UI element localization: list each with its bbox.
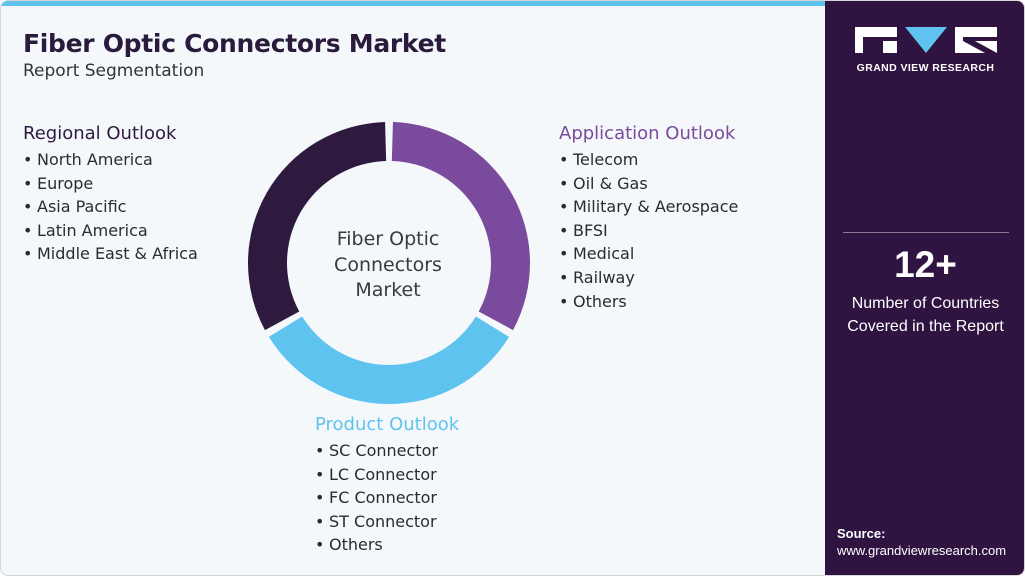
top-accent-stripe (1, 1, 825, 6)
page-title: Fiber Optic Connectors Market (23, 29, 446, 58)
list-item: Military & Aerospace (559, 195, 738, 219)
product-outlook-section: Product Outlook SC Connector LC Connecto… (315, 414, 459, 557)
application-outlook-list: Telecom Oil & Gas Military & Aerospace B… (559, 148, 738, 313)
product-outlook-list: SC Connector LC Connector FC Connector S… (315, 439, 459, 557)
list-item: BFSI (559, 219, 738, 243)
product-outlook-title: Product Outlook (315, 414, 460, 435)
list-item: Others (315, 533, 459, 557)
sidebar-divider (843, 232, 1009, 233)
list-item: Oil & Gas (559, 172, 738, 196)
list-item: Latin America (23, 219, 198, 243)
list-item: SC Connector (315, 439, 459, 463)
list-item: Asia Pacific (23, 195, 198, 219)
logo-wordmark: GRAND VIEW RESEARCH (856, 62, 995, 74)
page-subtitle: Report Segmentation (23, 61, 205, 81)
center-label-line: Fiber Optic (336, 228, 440, 250)
segmentation-donut (247, 122, 530, 404)
regional-outlook-list: North America Europe Asia Pacific Latin … (23, 148, 198, 266)
list-item: Europe (23, 172, 198, 196)
list-item: ST Connector (315, 510, 459, 534)
donut-segment-product (268, 316, 510, 404)
stat-caption-line: Covered in the Report (847, 318, 1004, 335)
donut-segment-application (391, 122, 530, 331)
list-item: Others (559, 290, 738, 314)
gvr-logo-icon (855, 27, 997, 53)
application-outlook-section: Application Outlook Telecom Oil & Gas Mi… (559, 123, 738, 313)
donut-center-label: Fiber Optic Connectors Market (298, 227, 478, 304)
center-label-line: Market (355, 279, 421, 301)
source-label: Source: (837, 526, 886, 541)
application-outlook-title: Application Outlook (559, 123, 736, 144)
donut-segment-regional (247, 122, 387, 331)
list-item: Railway (559, 266, 738, 290)
brand-sidebar: GRAND VIEW RESEARCH 12+ Number of Countr… (825, 1, 1024, 575)
regional-outlook-title: Regional Outlook (23, 123, 177, 144)
stat-caption-line: Number of Countries (851, 295, 1000, 312)
list-item: FC Connector (315, 486, 459, 510)
center-label-line: Connectors (334, 253, 442, 276)
list-item: Middle East & Africa (23, 242, 198, 266)
list-item: Telecom (559, 148, 738, 172)
list-item: Medical (559, 242, 738, 266)
list-item: North America (23, 148, 198, 172)
regional-outlook-section: Regional Outlook North America Europe As… (23, 123, 198, 266)
list-item: LC Connector (315, 463, 459, 487)
countries-stat-number: 12+ (894, 244, 957, 285)
countries-stat-caption: Number of Countries Covered in the Repor… (825, 292, 1024, 338)
source-url: www.grandviewresearch.com (837, 543, 1007, 558)
